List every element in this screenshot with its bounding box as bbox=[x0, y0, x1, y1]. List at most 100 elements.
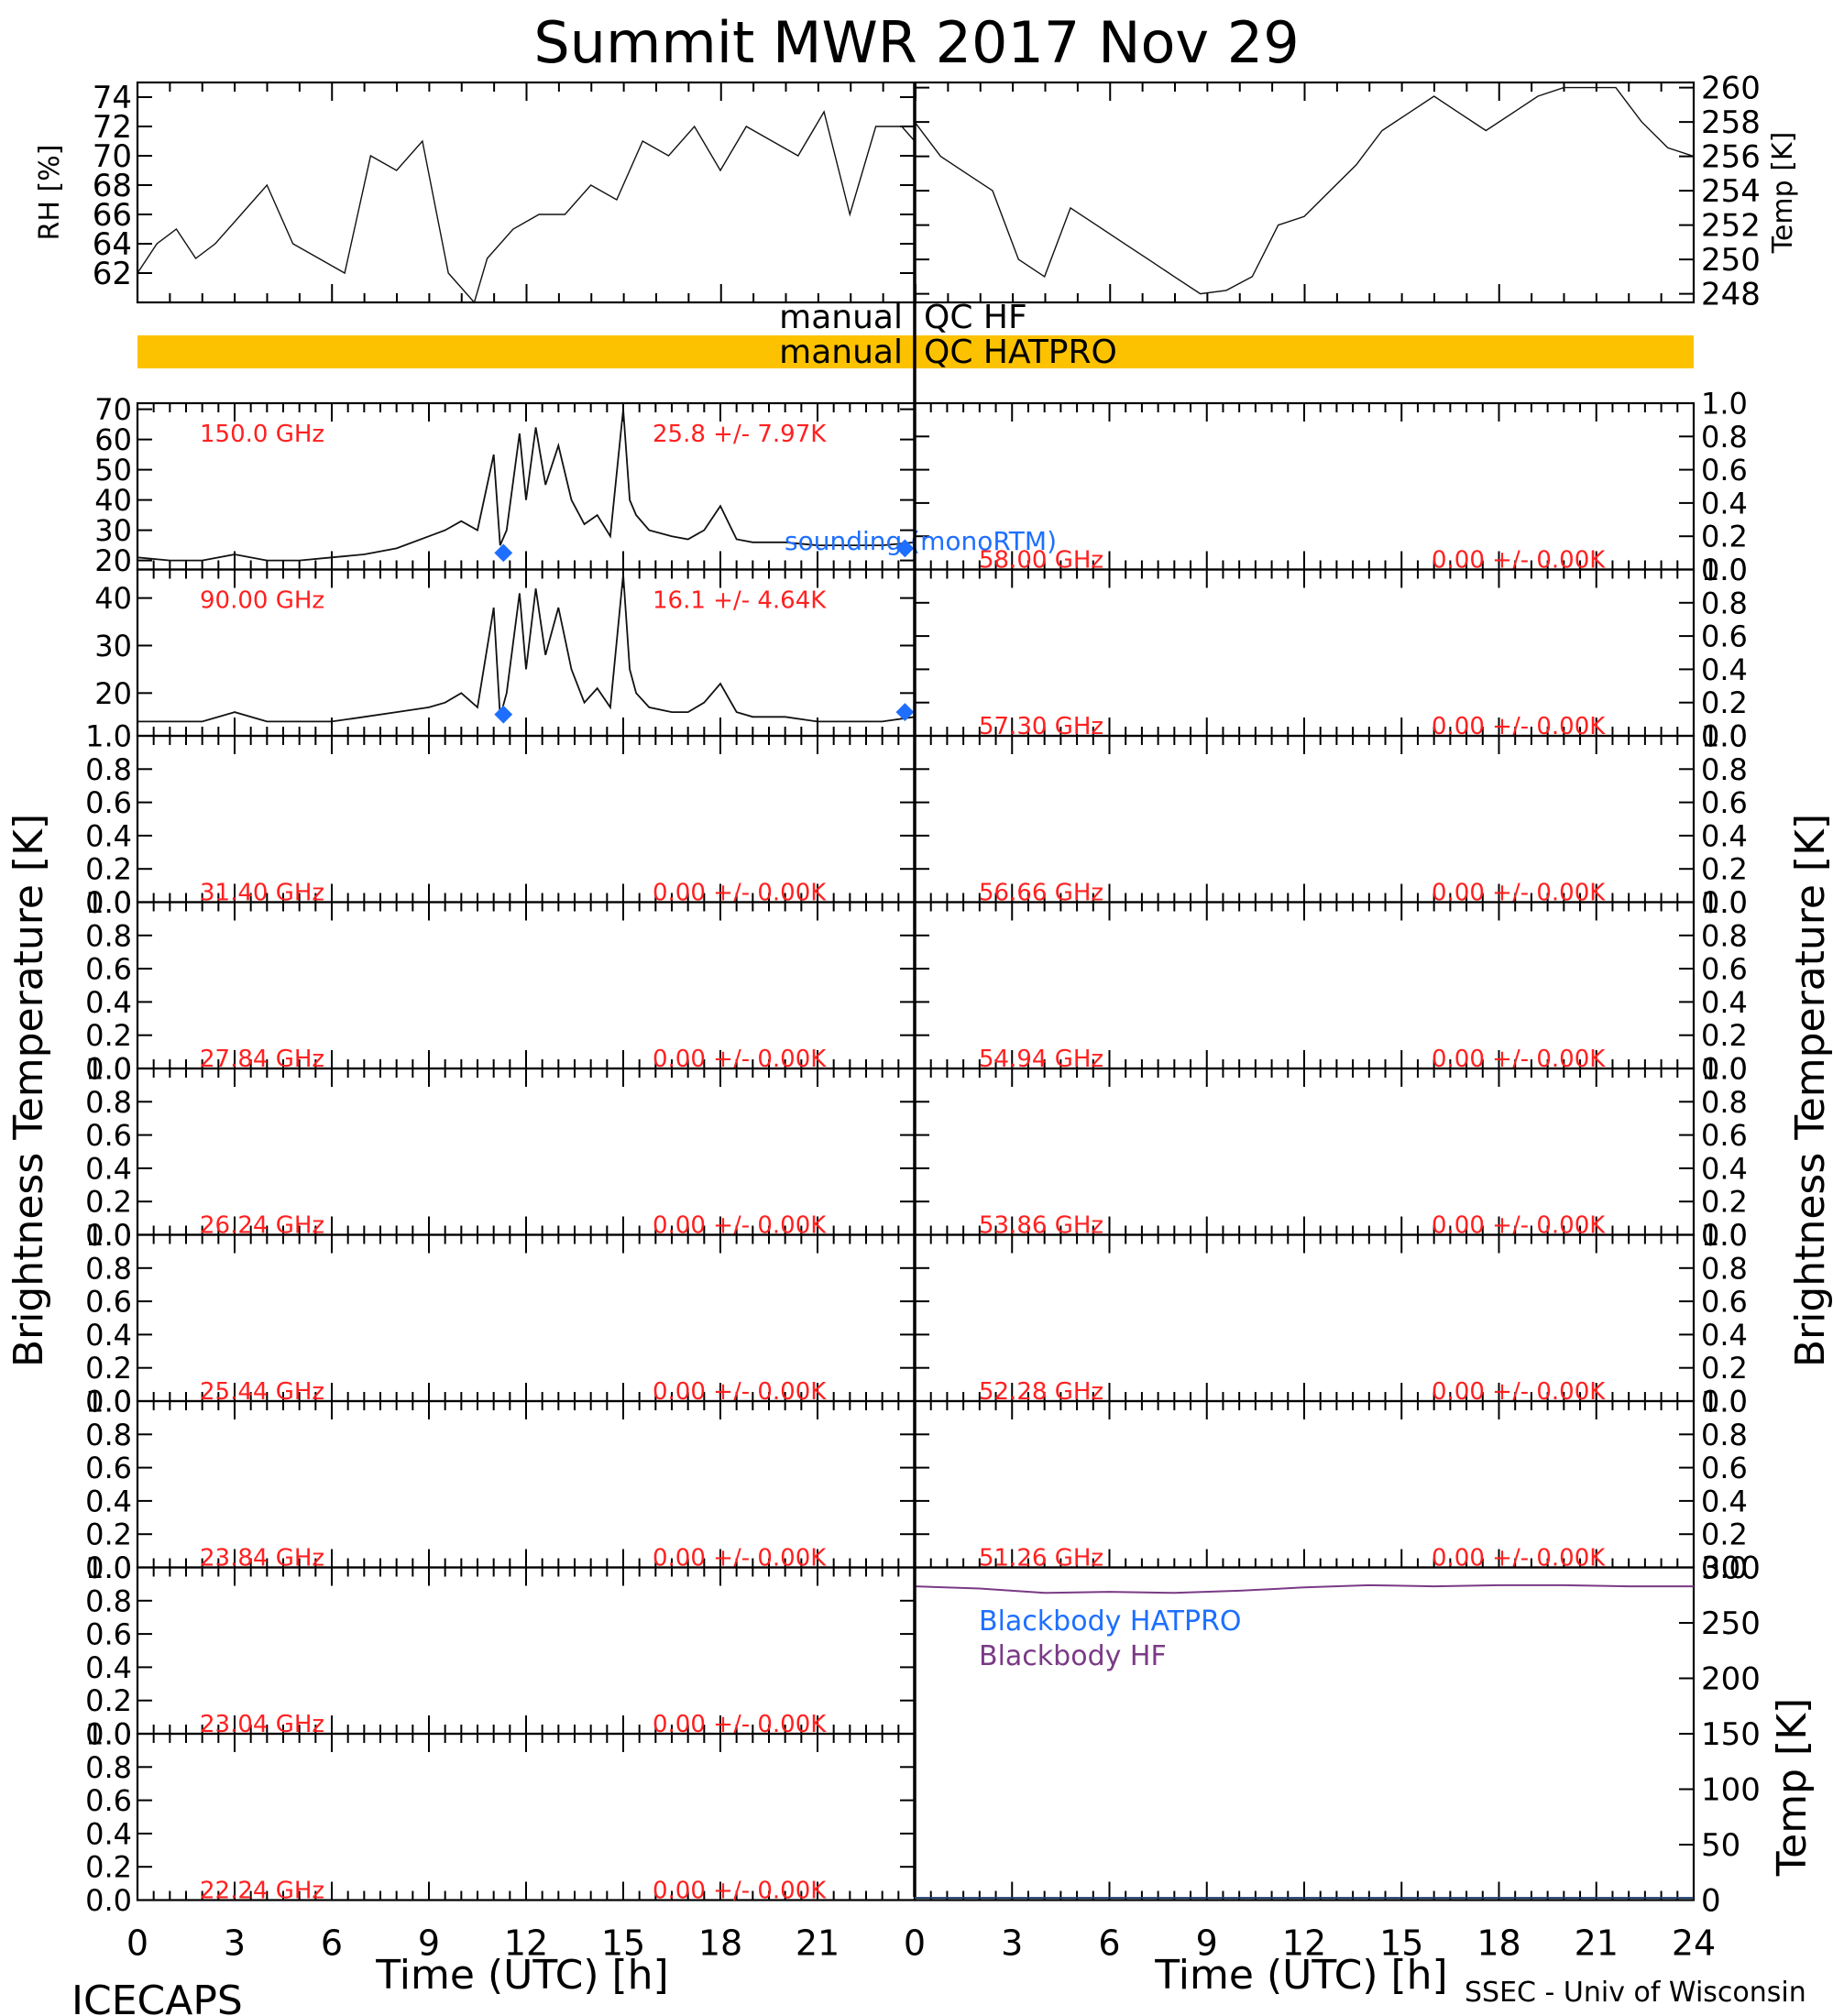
panel-31.40-ytick-label: 0.8 bbox=[85, 752, 132, 787]
panel-22.24-ytick-label: 0.2 bbox=[85, 1850, 132, 1885]
panel-53.86-frame bbox=[913, 1067, 1696, 1236]
panel-27.84-ytick-label: 0.0 bbox=[85, 1052, 132, 1087]
panel-57.30-ytick-label: 0.8 bbox=[1701, 586, 1748, 620]
x-tick-label-left: 9 bbox=[418, 1923, 440, 1964]
panel-57.30-ytick-label: 1.0 bbox=[1701, 553, 1748, 587]
panel-56.66-frame bbox=[913, 734, 1696, 904]
x-tick-label-left: 12 bbox=[504, 1923, 548, 1964]
panel-52.28-ytick-label: 0.0 bbox=[1701, 1385, 1748, 1419]
panel-31.40-ytick-label: 0.4 bbox=[85, 818, 132, 853]
panel-25.44-ytick-label: 0.8 bbox=[85, 1251, 132, 1286]
blackbody-ytick-label: 100 bbox=[1701, 1772, 1761, 1809]
panel-23.84-ytick-label: 0.4 bbox=[85, 1484, 132, 1518]
x-tick-label-left: 15 bbox=[601, 1923, 645, 1964]
panel-150ghz-stat-label: 25.8 +/- 7.97K bbox=[653, 421, 827, 448]
legend-blackbody-hatpro: Blackbody HATPRO bbox=[979, 1605, 1242, 1638]
panel-150ghz-ytick-label: 20 bbox=[94, 543, 132, 578]
panel-25.44-ytick-label: 1.0 bbox=[85, 1218, 132, 1253]
x-tick-label-right: 18 bbox=[1476, 1923, 1520, 1964]
panel-23.04-ytick-label: 0.4 bbox=[85, 1650, 132, 1685]
blackbody-ytick-label: 150 bbox=[1701, 1716, 1761, 1753]
panel-27.84-ytick-label: 0.8 bbox=[85, 918, 132, 953]
panel-23.84-ytick-label: 0.2 bbox=[85, 1517, 132, 1552]
panel-53.86-ytick-label: 0.6 bbox=[1701, 1118, 1748, 1153]
rh-ytick-label: 74 bbox=[93, 80, 132, 116]
panel-22.24-frame bbox=[136, 1732, 916, 1901]
panel-53.86-ytick-label: 1.0 bbox=[1701, 1052, 1748, 1087]
panel-51.26-ytick-label: 0.0 bbox=[1701, 1550, 1748, 1585]
panel-22.24-ytick-label: 0.8 bbox=[85, 1750, 132, 1785]
sounding-point bbox=[895, 703, 915, 721]
panel-23.04-ytick-label: 0.6 bbox=[85, 1617, 132, 1652]
panel-57.30-ytick-label: 0.0 bbox=[1701, 719, 1748, 754]
sounding-point bbox=[494, 705, 513, 724]
panel-25.44-ytick-label: 0.2 bbox=[85, 1351, 132, 1386]
panel-52.28-ytick-label: 0.6 bbox=[1701, 1285, 1748, 1320]
panel-52.28-ytick-label: 0.8 bbox=[1701, 1251, 1748, 1286]
rh-ytick-label: 66 bbox=[93, 197, 132, 234]
panel-22.24-ytick-label: 1.0 bbox=[85, 1717, 132, 1752]
panel-31.40-ytick-label: 0.0 bbox=[85, 885, 132, 920]
panel-23.84-ytick-label: 0.8 bbox=[85, 1418, 132, 1452]
panel-54.94-ytick-label: 0.6 bbox=[1701, 952, 1748, 987]
panel-31.40-ytick-label: 1.0 bbox=[85, 719, 132, 754]
panel-150ghz-series-line bbox=[137, 409, 916, 562]
panel-57.30-frame bbox=[913, 568, 1696, 738]
panel-26.24-ytick-label: 0.2 bbox=[85, 1185, 132, 1220]
panel-53.86-ytick-label: 0.0 bbox=[1701, 1218, 1748, 1253]
legend-blackbody-hf: Blackbody HF bbox=[979, 1640, 1167, 1672]
x-tick-label-right: 0 bbox=[904, 1923, 926, 1964]
x-tick-label-left: 21 bbox=[796, 1923, 840, 1964]
panel-90ghz-ytick-label: 40 bbox=[94, 581, 132, 616]
panel-27.84-ytick-label: 1.0 bbox=[85, 885, 132, 920]
panel-57.30-ytick-label: 0.4 bbox=[1701, 652, 1748, 687]
x-tick-label-left: 3 bbox=[224, 1923, 246, 1964]
chart-title: Summit MWR 2017 Nov 29 bbox=[533, 9, 1299, 76]
x-axis-title-right: Time (UTC) [h] bbox=[1154, 1952, 1447, 1999]
panel-27.84-ytick-label: 0.4 bbox=[85, 985, 132, 1020]
panel-23.04-ytick-label: 0.2 bbox=[85, 1683, 132, 1718]
x-axis-title-left: Time (UTC) [h] bbox=[375, 1952, 668, 1999]
qc-hatpro-label-right: QC HATPRO bbox=[924, 334, 1117, 371]
y-axis-title-right: Brightness Temperature [K] bbox=[1787, 814, 1833, 1367]
panel-57.30-ytick-label: 0.2 bbox=[1701, 685, 1748, 720]
panel-23.04-ytick-label: 1.0 bbox=[85, 1550, 132, 1585]
temp-ytick-label: 260 bbox=[1701, 71, 1761, 107]
temp-ytick-label: 250 bbox=[1701, 242, 1761, 279]
panel-22.24-ytick-label: 0.6 bbox=[85, 1783, 132, 1818]
panel-25.44-ytick-label: 0.0 bbox=[85, 1385, 132, 1419]
x-tick-label-left: 18 bbox=[698, 1923, 742, 1964]
panel-150ghz-ytick-label: 70 bbox=[94, 392, 132, 427]
rh-ytick-label: 68 bbox=[93, 168, 132, 204]
panel-26.24-frame bbox=[136, 1067, 916, 1236]
panel-54.94-ytick-label: 1.0 bbox=[1701, 885, 1748, 920]
temp-ytick-label: 252 bbox=[1701, 208, 1761, 245]
panel-51.26-frame bbox=[913, 1399, 1696, 1569]
panel-58.00-ytick-label: 0.4 bbox=[1701, 486, 1748, 520]
panel-54.94-ytick-label: 0.8 bbox=[1701, 918, 1748, 953]
temp-ytick-label: 258 bbox=[1701, 104, 1761, 141]
x-tick-label-right: 6 bbox=[1098, 1923, 1120, 1964]
blackbody-ytick-label: 300 bbox=[1701, 1550, 1761, 1587]
footer-right: SSEC - Univ of Wisconsin bbox=[1465, 1977, 1806, 2009]
rh-ytick-label: 62 bbox=[93, 256, 132, 292]
blackbody-hf-line bbox=[914, 1583, 1694, 1594]
blackbody-ytick-label: 50 bbox=[1701, 1827, 1740, 1864]
panel-52.28-ytick-label: 1.0 bbox=[1701, 1218, 1748, 1253]
panel-90ghz-ytick-label: 20 bbox=[94, 676, 132, 711]
panel-23.04-ytick-label: 0.0 bbox=[85, 1717, 132, 1752]
panel-31.40-ytick-label: 0.2 bbox=[85, 852, 132, 887]
x-tick-label-right: 12 bbox=[1282, 1923, 1326, 1964]
rh-ytick-label: 72 bbox=[93, 109, 132, 146]
temp-ytick-label: 254 bbox=[1701, 173, 1761, 210]
panel-27.84-ytick-label: 0.6 bbox=[85, 952, 132, 987]
temp-series-line bbox=[914, 86, 1695, 295]
panel-26.24-ytick-label: 0.8 bbox=[85, 1085, 132, 1120]
panel-54.94-ytick-label: 0.4 bbox=[1701, 985, 1748, 1020]
footer-left: ICECAPS bbox=[71, 1978, 243, 2016]
panel-22.24-ytick-label: 0.0 bbox=[85, 1883, 132, 1918]
panel-56.66-ytick-label: 0.0 bbox=[1701, 885, 1748, 920]
panel-51.26-ytick-label: 0.4 bbox=[1701, 1484, 1748, 1518]
panel-52.28-ytick-label: 0.4 bbox=[1701, 1318, 1748, 1353]
